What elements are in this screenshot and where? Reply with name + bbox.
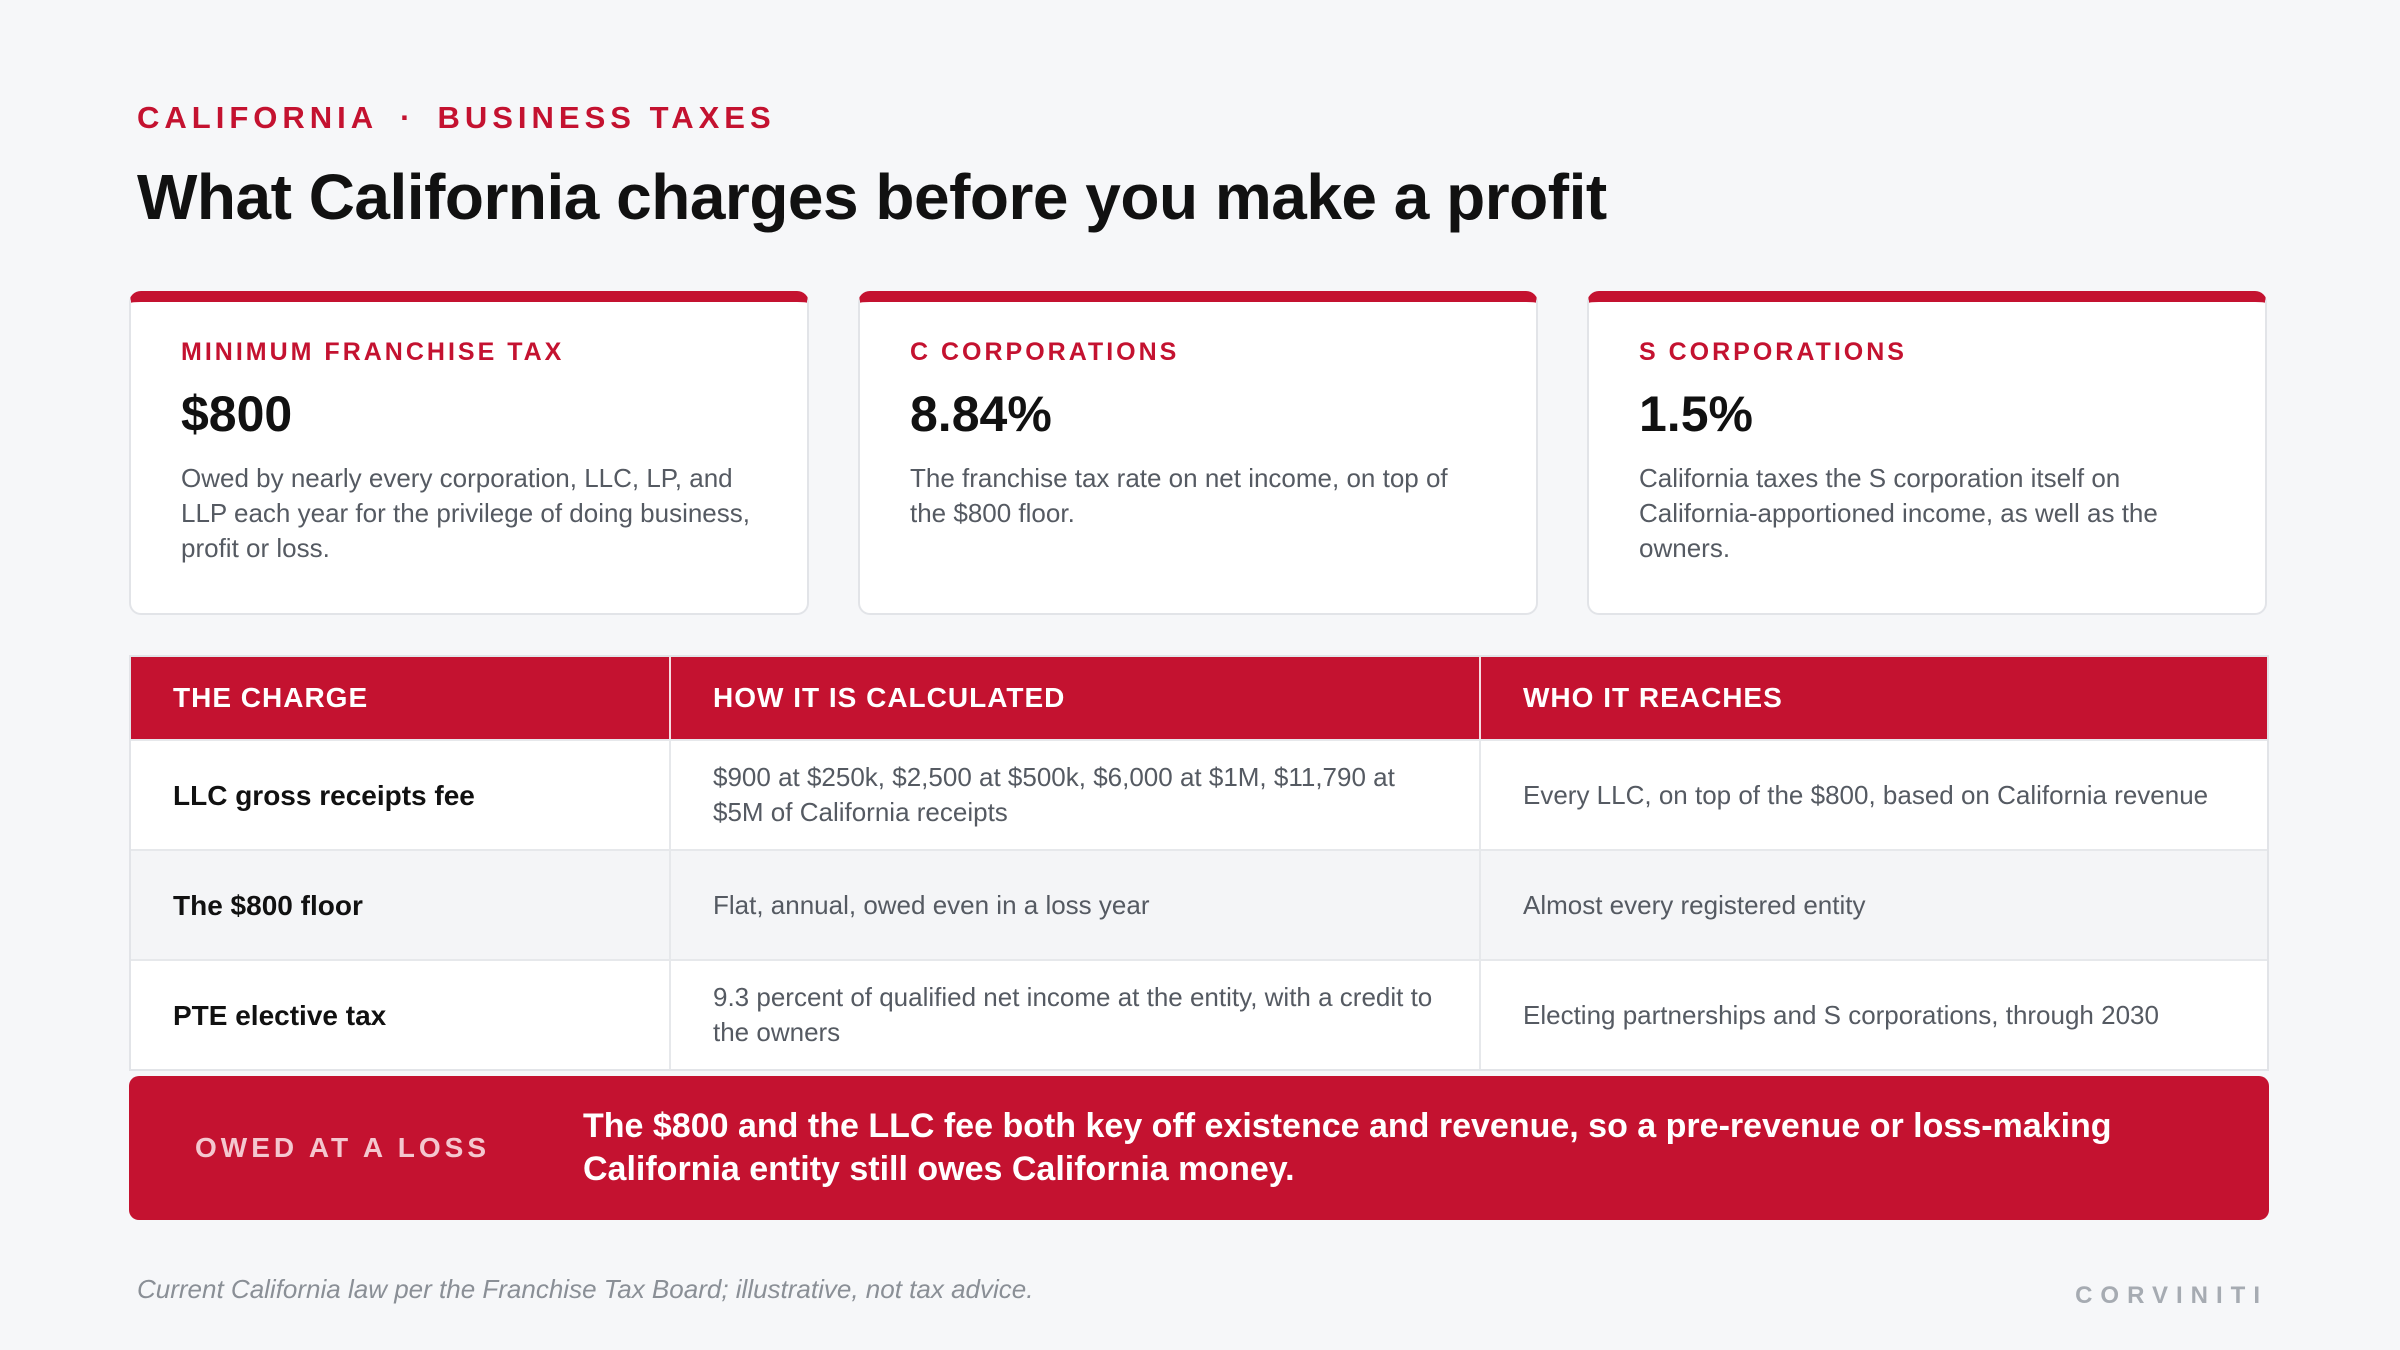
eyebrow: CALIFORNIA · BUSINESS TAXES	[137, 100, 776, 136]
eyebrow-topic: BUSINESS TAXES	[437, 100, 776, 135]
table-row: The $800 floor Flat, annual, owed even i…	[131, 849, 2267, 959]
page-title: What California charges before you make …	[137, 161, 1607, 233]
charges-table: THE CHARGE HOW IT IS CALCULATED WHO IT R…	[129, 655, 2269, 1071]
cell-calculation: 9.3 percent of qualified net income at t…	[671, 961, 1481, 1069]
column-header-reach: WHO IT REACHES	[1523, 682, 1783, 713]
callout-tag: OWED AT A LOSS	[195, 1132, 491, 1163]
card-value: 1.5%	[1639, 386, 1753, 442]
cell-reach: Every LLC, on top of the $800, based on …	[1523, 779, 2209, 810]
card-description: Owed by nearly every corporation, LLC, L…	[181, 463, 750, 563]
card-c-corporations: C CORPORATIONS 8.84% The franchise tax r…	[858, 291, 1538, 615]
brand-wordmark: CORVINITI	[2075, 1282, 2268, 1309]
card-minimum-franchise-tax: MINIMUM FRANCHISE TAX $800 Owed by nearl…	[129, 291, 809, 615]
card-description: California taxes the S corporation itsel…	[1639, 463, 2158, 563]
card-label: MINIMUM FRANCHISE TAX	[181, 338, 565, 366]
eyebrow-separator: ·	[400, 100, 416, 135]
footnote: Current California law per the Franchise…	[137, 1274, 1034, 1304]
cell-reach: Almost every registered entity	[1523, 889, 1866, 920]
column-header-charge: THE CHARGE	[131, 657, 671, 739]
cell-charge: The $800 floor	[131, 851, 671, 959]
cell-charge: PTE elective tax	[131, 961, 671, 1069]
callout-banner: OWED AT A LOSS The $800 and the LLC fee …	[129, 1076, 2269, 1220]
card-label: C CORPORATIONS	[910, 338, 1180, 366]
cell-calculation: Flat, annual, owed even in a loss year	[671, 851, 1481, 959]
cell-calculation: $900 at $250k, $2,500 at $500k, $6,000 a…	[671, 741, 1481, 849]
table-row: PTE elective tax 9.3 percent of qualifie…	[131, 959, 2267, 1069]
callout-message: The $800 and the LLC fee both key off ex…	[583, 1107, 2112, 1188]
card-s-corporations: S CORPORATIONS 1.5% California taxes the…	[1587, 291, 2267, 615]
table-row: LLC gross receipts fee $900 at $250k, $2…	[131, 739, 2267, 849]
table-header: THE CHARGE HOW IT IS CALCULATED WHO IT R…	[131, 657, 2267, 739]
eyebrow-state: CALIFORNIA	[137, 100, 379, 135]
card-label: S CORPORATIONS	[1639, 338, 1907, 366]
card-value: $800	[181, 386, 293, 442]
cell-reach: Electing partnerships and S corporations…	[1523, 999, 2159, 1030]
cell-charge: LLC gross receipts fee	[131, 741, 671, 849]
column-header-calculation: HOW IT IS CALCULATED	[671, 657, 1481, 739]
card-description: The franchise tax rate on net income, on…	[910, 463, 1448, 528]
card-value: 8.84%	[910, 386, 1052, 442]
